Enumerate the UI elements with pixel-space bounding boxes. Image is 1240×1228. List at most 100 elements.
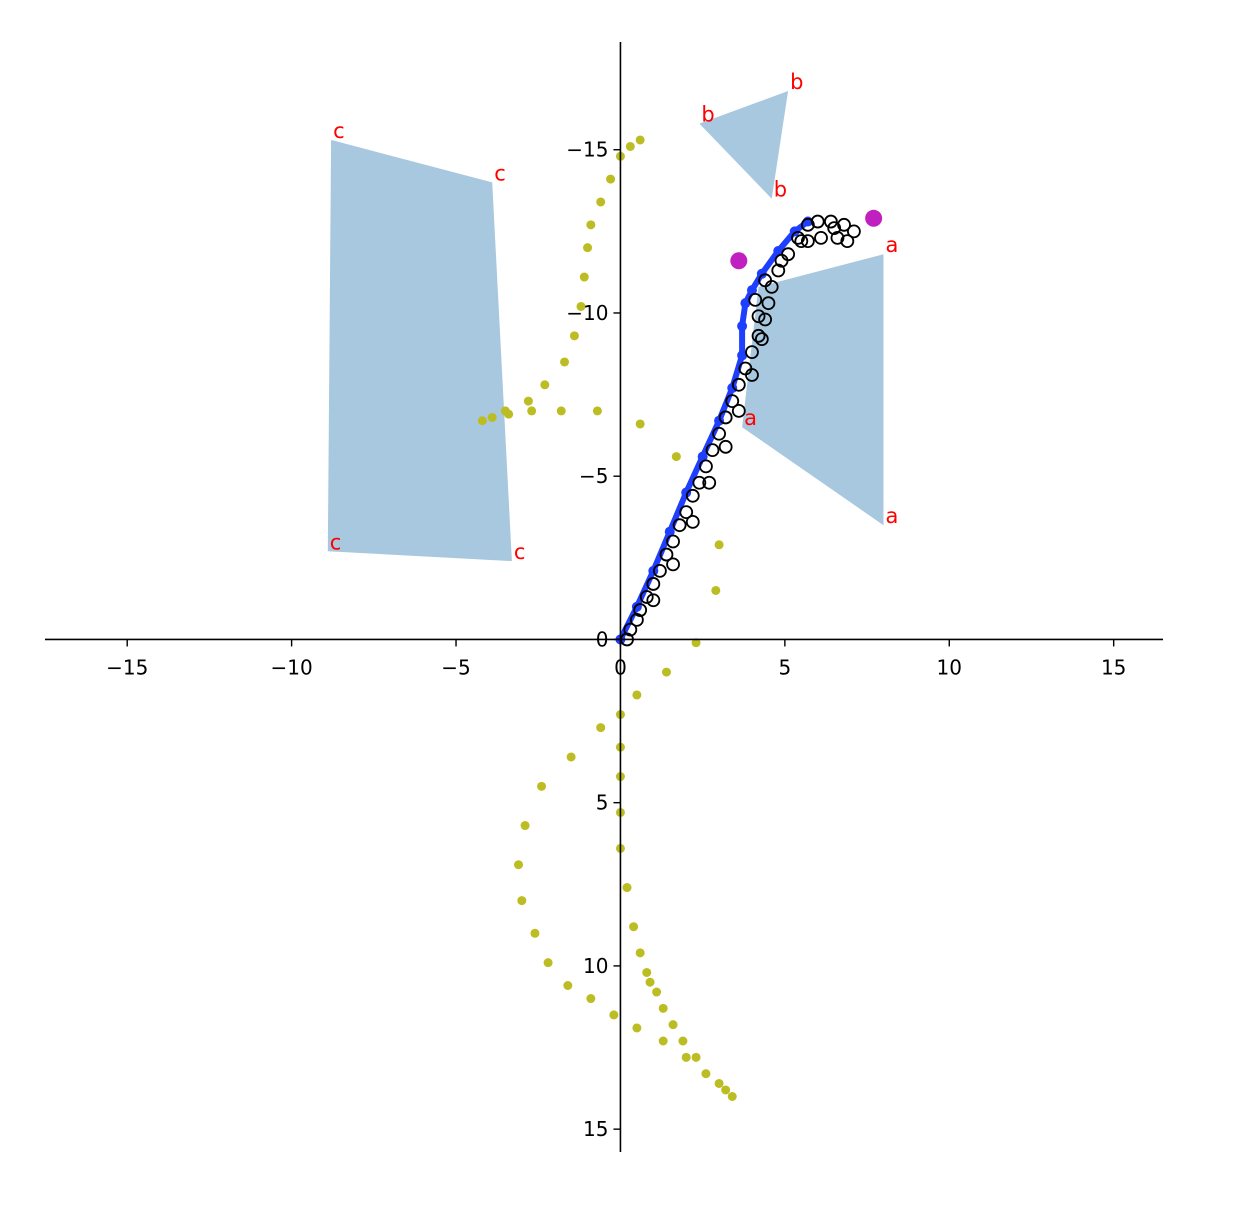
black-open-circle (666, 534, 680, 549)
yellow-point (671, 452, 681, 462)
x-tick-label: 5 (778, 655, 791, 679)
polygon-label-a: a (886, 504, 899, 528)
yellow-point (477, 416, 487, 426)
black-open-circle (800, 234, 815, 249)
black-open-circle (702, 475, 717, 490)
yellow-point (652, 987, 662, 997)
x-tick-label: 15 (1101, 655, 1126, 679)
black-open-circle (791, 230, 805, 245)
black-open-circle (623, 622, 638, 637)
black-open-circle (731, 377, 746, 392)
polygon-label-b: b (774, 178, 787, 202)
black-open-circle (725, 394, 740, 409)
blue-path-point (681, 487, 692, 498)
yellow-point (523, 396, 533, 406)
yellow-point (540, 380, 550, 390)
black-open-circle (731, 404, 746, 418)
black-open-circle (712, 426, 726, 441)
yellow-point (487, 412, 497, 422)
black-open-circle (814, 230, 828, 245)
black-open-circle (672, 518, 687, 533)
yellow-point (681, 1052, 691, 1062)
black-open-circle (699, 459, 713, 474)
black-open-circle (646, 577, 661, 591)
yellow-point (537, 781, 547, 791)
yellow-point (661, 667, 671, 677)
polygon-label-c: c (494, 161, 506, 185)
yellow-point (514, 860, 524, 870)
yellow-point (642, 967, 652, 977)
polygon-label-b: b (790, 70, 803, 94)
black-open-circle (751, 328, 766, 343)
yellow-point (576, 301, 586, 311)
black-open-circle (633, 603, 648, 617)
yellow-point (711, 585, 721, 595)
black-open-circle (685, 515, 700, 529)
yellow-point (596, 197, 606, 207)
yellow-point (714, 1078, 724, 1088)
black-open-circle (794, 234, 809, 249)
black-open-circle (718, 439, 733, 454)
yellow-point (586, 220, 596, 230)
yellow-point (635, 948, 645, 958)
y-tick-label: 0 (596, 627, 609, 651)
blue-path-point (737, 350, 748, 361)
black-open-circle (840, 234, 855, 249)
black-open-circle (847, 224, 861, 239)
polygon-label-c: c (514, 540, 526, 564)
x-tick-label: −15 (106, 655, 148, 679)
black-open-circle (653, 563, 667, 578)
yellow-point (635, 135, 645, 145)
black-open-circle (758, 312, 773, 327)
black-open-circle (629, 612, 644, 627)
yellow-point (527, 406, 537, 416)
yellow-point (629, 922, 639, 932)
blue-path-point (697, 451, 708, 462)
yellow-point (632, 1023, 642, 1033)
black-open-circle (748, 293, 763, 307)
yellow-point (520, 821, 530, 831)
yellow-point (645, 977, 655, 987)
yellow-point (658, 1036, 668, 1046)
y-tick-label: −15 (566, 138, 608, 162)
black-open-circle (685, 488, 700, 503)
x-tick-label: −5 (441, 655, 470, 679)
yellow-point (517, 896, 527, 906)
black-open-circle (758, 273, 773, 288)
black-open-circle (837, 217, 851, 232)
yellow-point (596, 723, 606, 733)
magenta-point (730, 252, 748, 270)
yellow-point (586, 994, 596, 1004)
black-open-circle (781, 247, 796, 262)
yellow-point (721, 1085, 731, 1095)
black-open-circle (659, 547, 674, 562)
black-open-circle (646, 593, 661, 608)
yellow-point (727, 1092, 737, 1101)
black-open-circle (745, 345, 759, 360)
yellow-point (592, 406, 602, 416)
blue-path-point (756, 268, 767, 279)
yellow-point (579, 272, 589, 282)
yellow-point (622, 883, 632, 893)
polygon-a (742, 254, 884, 526)
yellow-point (668, 1020, 678, 1030)
yellow-point (566, 752, 576, 762)
x-tick-label: 10 (937, 655, 962, 679)
black-open-circle (754, 332, 769, 346)
black-open-circle (800, 217, 815, 232)
yellow-point (691, 1052, 701, 1062)
polygon-b (699, 91, 789, 199)
black-open-circle (639, 590, 654, 604)
yellow-point (701, 1069, 711, 1079)
yellow-point (583, 243, 593, 253)
black-open-circle (705, 443, 720, 457)
blue-path-point (664, 526, 675, 537)
yellow-point (635, 419, 645, 429)
black-open-circle (810, 214, 825, 229)
black-open-circle (692, 475, 707, 490)
black-open-circle (679, 505, 694, 520)
yellow-point (563, 981, 573, 990)
polygon-label-c: c (330, 530, 342, 554)
